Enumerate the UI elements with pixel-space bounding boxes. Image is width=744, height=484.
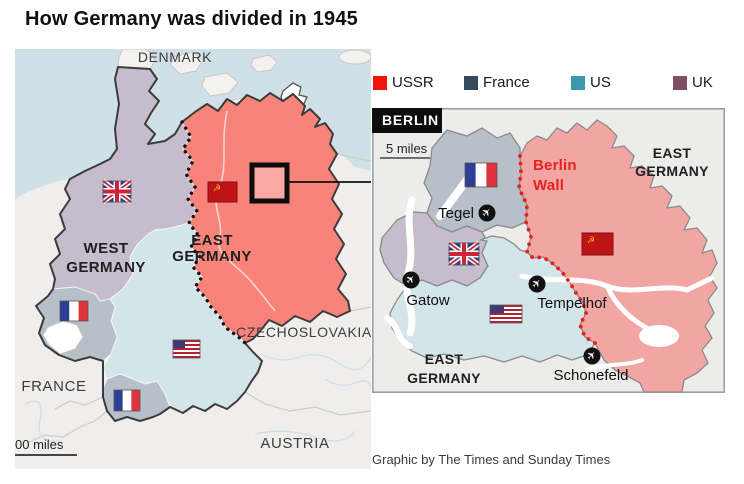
uk-flag [101,179,133,204]
label-inset-east-germany-ne-line2: GERMANY [635,163,709,179]
label-czechoslovakia: CZECHOSLOVAKIA [236,324,371,340]
label-west-germany-line2: GERMANY [66,259,145,276]
germany-map: ☭ DENMARK WEST GE [15,49,371,469]
legend-swatch-us [571,75,585,90]
label-austria: AUSTRIA [260,435,329,452]
france-flag-inset [464,162,498,188]
inner-german-border-dotted [180,120,247,345]
legend-label-uk: UK [692,74,713,91]
label-berlin-wall-line2: Wall [533,177,564,194]
tegel-airport-icon: ✈ [478,204,496,222]
page-title: How Germany was divided in 1945 [25,8,358,30]
berlin-wall-dotted [517,154,597,345]
label-inset-east-germany-sw-line2: GERMANY [407,370,481,386]
neighbor-rivers [24,353,371,443]
inset-zone-us [389,235,596,363]
elbe-river [215,110,276,312]
berlin-locator-square[interactable] [249,162,290,204]
legend-item-us: US [571,74,611,91]
label-tegel: Tegel [438,205,474,222]
label-inset-east-germany-ne-line1: EAST [653,145,692,161]
legend-swatch-uk [673,75,687,90]
legend-item-ussr: USSR [373,74,434,91]
label-gatow: Gatow [406,292,450,309]
legend-item-france: France [464,74,530,91]
gatow-airport-icon: ✈ [402,271,420,289]
svg-text:☭: ☭ [587,235,595,245]
berlin-inset-map: ☭ ✈ Tegel ✈ Gatow ✈ Tempelhof ✈ Schonefe… [372,108,725,393]
credit-line: Graphic by The Times and Sunday Times [372,452,611,467]
berlin-header-box [372,108,442,133]
legend-label-france: France [483,74,530,91]
legend-swatch-ussr [373,75,387,90]
schonefeld-airport-icon: ✈ [583,347,601,365]
uk-flag-inset [447,240,481,268]
us-flag-inset [489,304,523,324]
label-schonefeld: Schonefeld [553,367,628,384]
us-flag [172,339,201,359]
label-west-germany-line1: WEST [84,240,129,257]
label-tempelhof: Tempelhof [537,295,607,312]
label-east-germany-line2: GERMANY [172,248,251,265]
tempelhof-airport-icon: ✈ [528,275,546,293]
label-inset-east-germany-sw-line1: EAST [425,351,464,367]
legend-item-uk: UK [673,74,713,91]
label-denmark: DENMARK [138,49,212,65]
legend-label-ussr: USSR [392,74,434,91]
label-berlin-header: BERLIN [382,112,439,128]
germany-outline [35,66,351,422]
label-east-germany-line1: EAST [191,232,233,249]
france-flag-southwest [113,389,141,412]
svg-text:☭: ☭ [213,183,221,193]
ussr-flag-inset: ☭ [581,232,614,256]
scale-label-main: 00 miles [15,437,64,452]
scale-label-inset: 5 miles [386,141,428,156]
ussr-flag: ☭ [207,181,238,203]
legend-label-us: US [590,74,611,91]
label-berlin-wall-line1: Berlin [533,157,577,174]
inset-lake [639,325,679,347]
saarland [42,320,84,355]
label-france: FRANCE [21,378,86,395]
legend-swatch-france [464,75,478,90]
france-flag-northwest [59,300,89,322]
